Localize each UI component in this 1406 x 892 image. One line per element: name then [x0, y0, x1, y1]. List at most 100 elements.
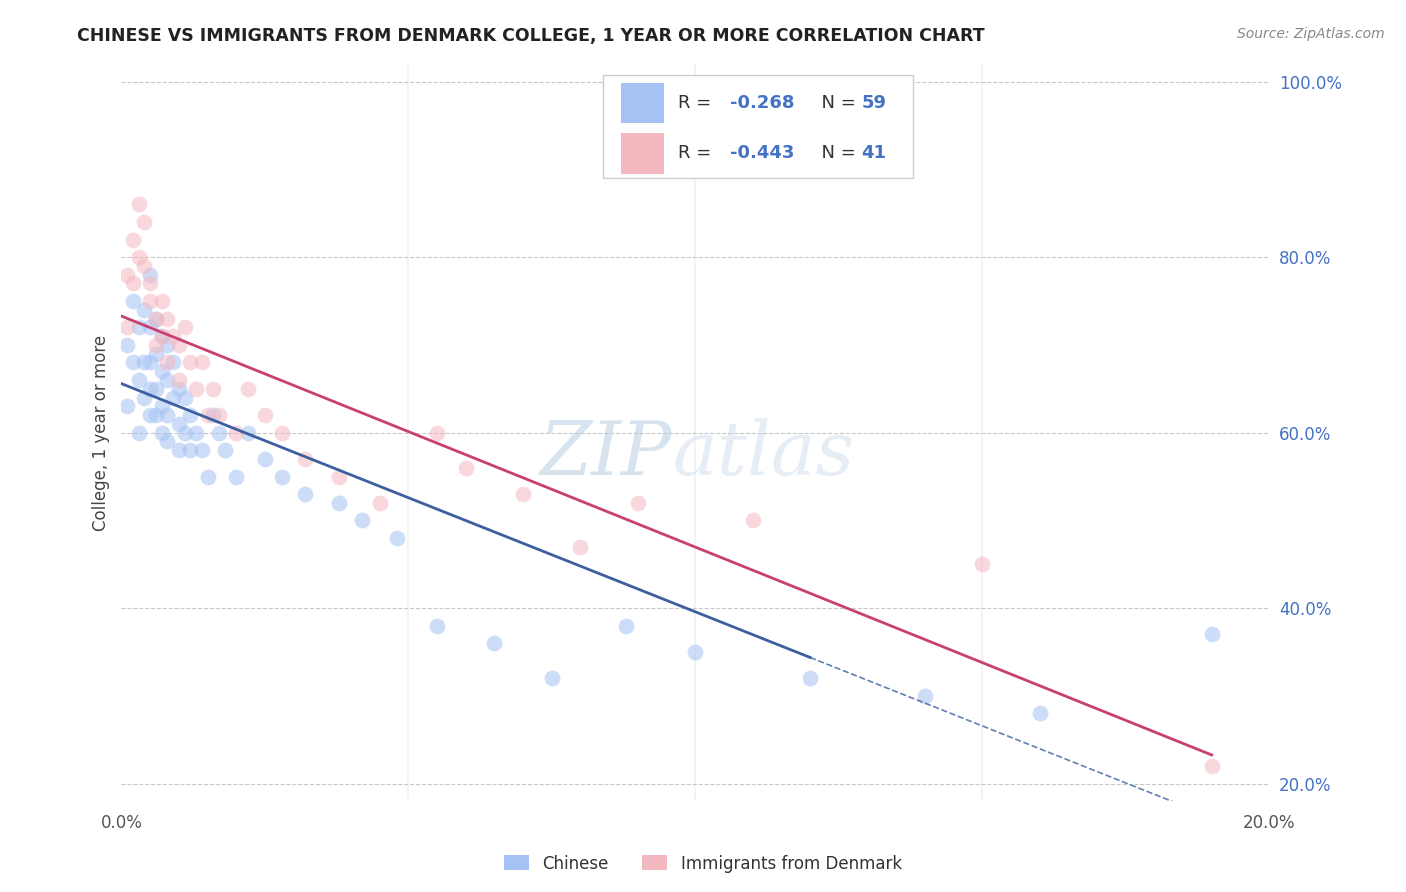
- Point: [128, 197, 150, 211]
- Point: [139, 320, 162, 334]
- Point: [179, 408, 201, 422]
- Point: [122, 355, 145, 369]
- Point: [225, 425, 247, 440]
- Point: [352, 513, 374, 527]
- Point: [122, 293, 145, 308]
- Point: [914, 689, 936, 703]
- Point: [683, 645, 706, 659]
- Point: [145, 346, 167, 360]
- FancyBboxPatch shape: [603, 75, 914, 178]
- Point: [197, 408, 219, 422]
- Point: [134, 259, 156, 273]
- Text: -0.443: -0.443: [730, 145, 794, 162]
- Point: [1028, 706, 1050, 721]
- Point: [134, 302, 156, 317]
- Point: [454, 460, 477, 475]
- Point: [1201, 627, 1223, 641]
- Point: [197, 469, 219, 483]
- Point: [167, 443, 190, 458]
- Text: N =: N =: [810, 95, 862, 112]
- Point: [134, 355, 156, 369]
- Bar: [620, 83, 664, 123]
- Point: [191, 355, 214, 369]
- Point: [145, 408, 167, 422]
- Point: [616, 618, 638, 632]
- Text: R =: R =: [678, 145, 717, 162]
- Point: [156, 338, 179, 352]
- Point: [167, 338, 190, 352]
- Point: [173, 425, 195, 440]
- Point: [115, 400, 138, 414]
- Point: [162, 355, 184, 369]
- Point: [271, 425, 294, 440]
- Point: [150, 400, 173, 414]
- Text: 59: 59: [862, 95, 887, 112]
- Point: [253, 452, 276, 467]
- Point: [191, 443, 214, 458]
- Point: [115, 338, 138, 352]
- Point: [162, 391, 184, 405]
- Text: N =: N =: [810, 145, 862, 162]
- Point: [167, 417, 190, 431]
- Point: [385, 531, 408, 545]
- Point: [139, 408, 162, 422]
- Point: [202, 382, 225, 396]
- Point: [156, 355, 179, 369]
- Point: [426, 618, 449, 632]
- Point: [167, 382, 190, 396]
- Point: [271, 469, 294, 483]
- Point: [156, 434, 179, 449]
- Point: [145, 338, 167, 352]
- Point: [179, 443, 201, 458]
- Point: [139, 277, 162, 291]
- Point: [115, 320, 138, 334]
- Point: [162, 329, 184, 343]
- Text: ZIP: ZIP: [540, 418, 672, 491]
- Text: 41: 41: [862, 145, 887, 162]
- Point: [122, 233, 145, 247]
- Point: [972, 558, 994, 572]
- Text: CHINESE VS IMMIGRANTS FROM DENMARK COLLEGE, 1 YEAR OR MORE CORRELATION CHART: CHINESE VS IMMIGRANTS FROM DENMARK COLLE…: [77, 27, 986, 45]
- Point: [128, 320, 150, 334]
- Point: [426, 425, 449, 440]
- Point: [236, 382, 259, 396]
- Point: [139, 355, 162, 369]
- Point: [150, 425, 173, 440]
- Text: -0.268: -0.268: [730, 95, 794, 112]
- Point: [512, 487, 534, 501]
- Point: [328, 469, 350, 483]
- Point: [167, 373, 190, 387]
- Legend: Chinese, Immigrants from Denmark: Chinese, Immigrants from Denmark: [498, 848, 908, 880]
- Point: [214, 443, 236, 458]
- Point: [225, 469, 247, 483]
- Point: [484, 636, 506, 650]
- Point: [115, 268, 138, 282]
- Point: [128, 425, 150, 440]
- Point: [156, 373, 179, 387]
- Point: [150, 329, 173, 343]
- Point: [540, 671, 562, 685]
- Point: [368, 496, 391, 510]
- Point: [122, 277, 145, 291]
- Text: R =: R =: [678, 95, 717, 112]
- Point: [1201, 759, 1223, 773]
- Point: [173, 320, 195, 334]
- Point: [184, 425, 207, 440]
- Point: [184, 382, 207, 396]
- Point: [179, 355, 201, 369]
- Bar: [620, 133, 664, 174]
- Point: [128, 373, 150, 387]
- Point: [294, 452, 316, 467]
- Point: [134, 215, 156, 229]
- Point: [145, 311, 167, 326]
- Point: [236, 425, 259, 440]
- Point: [139, 382, 162, 396]
- Point: [741, 513, 763, 527]
- Point: [208, 408, 231, 422]
- Point: [139, 268, 162, 282]
- Point: [150, 364, 173, 378]
- Point: [145, 382, 167, 396]
- Point: [173, 391, 195, 405]
- Text: atlas: atlas: [672, 418, 855, 491]
- Point: [150, 293, 173, 308]
